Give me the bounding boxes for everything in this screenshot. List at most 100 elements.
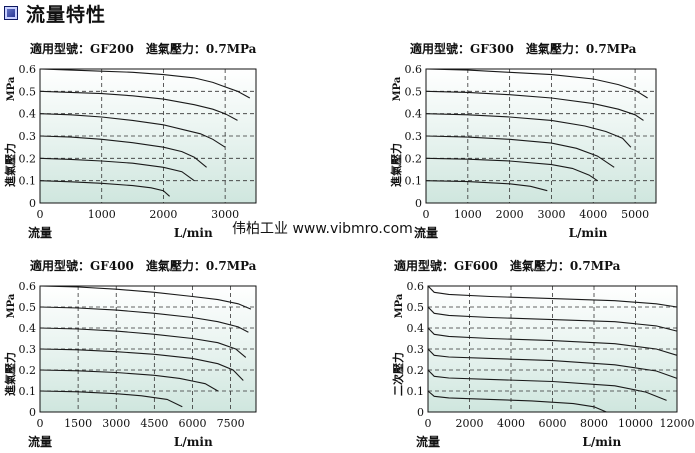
y-tick-label: 0.5 (19, 85, 37, 98)
series-line (427, 369, 667, 401)
y-tick-label: 0.4 (19, 322, 37, 335)
x-tick-label: 3000 (537, 208, 565, 221)
y-tick-label: 0 (417, 406, 424, 419)
series-line (39, 68, 251, 99)
chart-gf600-plot: 0 0.1 0.2 0.3 0.4 0.5 0.6 0 2000 4000 6000 8000 1000… (391, 280, 695, 449)
x-axis-label: 流量 (28, 434, 52, 449)
series-line (39, 90, 238, 121)
x-tick-label: 1500 (64, 417, 92, 430)
chart-gf400: 適用型號：GF400 進氣壓力：0.7MPa 0 0.1 0.2 0.3 0.4 0.5 0… (0, 255, 340, 453)
y-axis-label: 二次壓力 (391, 352, 405, 396)
y-tick-label: 0.3 (19, 130, 37, 143)
series-line (425, 135, 615, 168)
x-tick-label: 10000 (618, 417, 653, 430)
chart-title: 適用型號：GF600 進氣壓力：0.7MPa (394, 259, 621, 273)
series-line (39, 113, 226, 148)
chart-title: 適用型號：GF400 進氣壓力：0.7MPa (30, 259, 257, 273)
series-line (39, 135, 207, 168)
y-tick-label: 0.6 (405, 63, 423, 76)
y-tick-label: 0.1 (407, 385, 425, 398)
x-tick-label: 3000 (211, 208, 239, 221)
series-line (39, 348, 244, 381)
x-tick-label: 4000 (497, 417, 525, 430)
x-axis-unit: L/min (582, 435, 621, 449)
series-line (39, 285, 252, 310)
x-tick-label: 12000 (660, 417, 695, 430)
y-tick-label: 0.1 (19, 385, 37, 398)
y-axis-label: 進氣壓力 (3, 143, 17, 187)
x-axis-label: 流量 (414, 225, 438, 240)
x-tick-label: 3000 (102, 417, 130, 430)
series-line (425, 113, 632, 148)
series-line (39, 157, 195, 182)
x-axis-label: 流量 (416, 434, 440, 449)
watermark-text: 伟柏工业 www.vibmro.com (232, 221, 413, 237)
page-title: 流量特性 (26, 3, 107, 26)
y-tick-label: 0.4 (407, 322, 425, 335)
series-line (425, 180, 548, 192)
x-tick-label: 2000 (456, 417, 484, 430)
x-tick-label: 6000 (539, 417, 567, 430)
series-line (425, 90, 644, 121)
x-tick-label: 5000 (621, 208, 649, 221)
series-line (39, 180, 170, 197)
x-tick-label: 0 (37, 417, 44, 430)
y-tick-label: 0.5 (405, 85, 423, 98)
page-header: 流量特性 (4, 2, 107, 26)
chart-gf300: 適用型號：GF300 進氣壓力：0.7MPa 0 0.1 0.2 0.3 0.4 0.5 0… (378, 38, 695, 243)
x-axis-unit: L/min (174, 226, 213, 240)
chart-title: 適用型號：GF300 進氣壓力：0.7MPa (410, 42, 637, 56)
x-tick-label: 1000 (88, 208, 116, 221)
series-line (425, 157, 598, 182)
y-tick-label: 0.2 (19, 152, 37, 165)
y-tick-label: 0.1 (19, 175, 37, 188)
series-line (39, 327, 247, 358)
series-line (427, 348, 678, 379)
y-tick-label: 0.3 (407, 343, 425, 356)
x-tick-label: 6000 (178, 417, 206, 430)
x-tick-label: 2000 (496, 208, 524, 221)
y-axis-unit: MPa (394, 293, 405, 318)
x-tick-label: 0 (423, 208, 430, 221)
y-tick-label: 0.5 (19, 301, 37, 314)
y-tick-label: 0.4 (19, 108, 37, 121)
x-tick-label: 4500 (140, 417, 168, 430)
x-tick-label: 0 (425, 417, 432, 430)
x-tick-label: 2000 (149, 208, 177, 221)
series-line (427, 327, 678, 356)
y-tick-label: 0.6 (19, 280, 37, 293)
y-tick-label: 0 (29, 197, 36, 210)
series-line (427, 285, 678, 308)
y-tick-label: 0 (415, 197, 422, 210)
y-tick-label: 0.2 (407, 364, 425, 377)
y-tick-label: 0.3 (19, 343, 37, 356)
chart-gf600: 適用型號：GF600 進氣壓力：0.7MPa 0 0.1 0.2 0.3 0.4 0.5 0… (378, 255, 695, 453)
x-tick-label: 0 (37, 208, 44, 221)
x-tick-label: 7500 (217, 417, 245, 430)
x-tick-label: 4000 (579, 208, 607, 221)
y-tick-label: 0.6 (407, 280, 425, 293)
chart-gf400-plot: 0 0.1 0.2 0.3 0.4 0.5 0.6 0 1500 3000 4500 6000 7500… (3, 280, 257, 449)
x-tick-label: 8000 (580, 417, 608, 430)
series-line (427, 306, 678, 332)
series-line (39, 390, 183, 408)
x-axis-label: 流量 (28, 225, 52, 240)
x-tick-label: 1000 (454, 208, 482, 221)
series-line (427, 390, 607, 413)
y-tick-label: 0.2 (19, 364, 37, 377)
x-axis-unit: L/min (174, 435, 213, 449)
y-tick-label: 0.5 (407, 301, 425, 314)
y-tick-label: 0 (29, 406, 36, 419)
x-axis-unit: L/min (569, 226, 608, 240)
series-line (425, 68, 648, 99)
chart-gf200-plot: 0 0.1 0.2 0.3 0.4 0.5 0.6 0 1000 2000 3000 MPa 進氣壓力流… (3, 63, 257, 240)
chart-gf300-plot: 0 0.1 0.2 0.3 0.4 0.5 0.6 0 1000 2000 3000 4000 5000… (389, 63, 657, 240)
y-axis-unit: MPa (6, 76, 17, 101)
y-tick-label: 0.3 (405, 130, 423, 143)
y-axis-unit: MPa (392, 76, 403, 101)
y-axis-label: 進氣壓力 (389, 143, 403, 187)
y-tick-label: 0.2 (405, 152, 423, 165)
y-axis-unit: MPa (6, 293, 17, 318)
y-tick-label: 0.1 (405, 175, 423, 188)
chart-gf200: 適用型號：GF200 進氣壓力：0.7MPa 0 0.1 0.2 0.3 0.4 0.5 0… (0, 38, 340, 243)
